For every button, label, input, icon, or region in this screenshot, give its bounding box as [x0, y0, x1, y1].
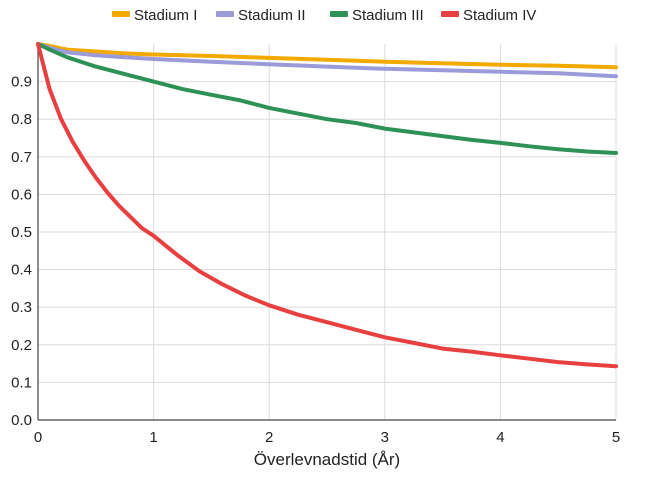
axes: 0 1 2 3 4 5 0.0 0.1 0.2 0.3 0.4 0.5 0.6 0.7 0.8 0.9 [11, 44, 620, 446]
series-line-stadium-ii [36, 42, 618, 79]
x-tick-label: 1 [149, 429, 157, 446]
legend-label: Stadium IV [463, 7, 536, 24]
legend-label: Stadium II [238, 7, 306, 24]
y-tick-label: 0.5 [11, 224, 32, 241]
legend-label: Stadium III [352, 7, 424, 24]
y-tick-label: 0.0 [11, 412, 32, 429]
x-tick-label: 4 [496, 429, 504, 446]
legend: Stadium I Stadium II Stadium III Stadium IV [112, 7, 536, 24]
legend-swatch [441, 11, 459, 17]
legend-swatch [112, 11, 130, 17]
legend-swatch [330, 11, 348, 17]
x-tick-label: 3 [381, 429, 389, 446]
y-tick-label: 0.3 [11, 299, 32, 316]
series-line-stadium-iii [36, 42, 618, 155]
y-tick-label: 0.6 [11, 186, 32, 203]
x-axis-title: Överlevnadstid (År) [254, 450, 400, 469]
series-lines [36, 42, 618, 369]
legend-label: Stadium I [134, 7, 197, 24]
legend-swatch [216, 11, 234, 17]
x-tick-label: 2 [265, 429, 273, 446]
y-tick-label: 0.9 [11, 74, 32, 91]
y-tick-label: 0.2 [11, 337, 32, 354]
series-line-stadium-iv [36, 42, 618, 369]
y-tick-label: 0.7 [11, 149, 32, 166]
y-tick-label: 0.8 [11, 111, 32, 128]
series-line-stadium-i [36, 42, 618, 70]
y-tick-label: 0.1 [11, 374, 32, 391]
x-tick-label: 5 [612, 429, 620, 446]
axis-labels: Överlevnadstid (År) [254, 450, 400, 469]
y-tick-label: 0.4 [11, 262, 32, 279]
gridlines [37, 44, 617, 421]
x-tick-label: 0 [34, 429, 42, 446]
